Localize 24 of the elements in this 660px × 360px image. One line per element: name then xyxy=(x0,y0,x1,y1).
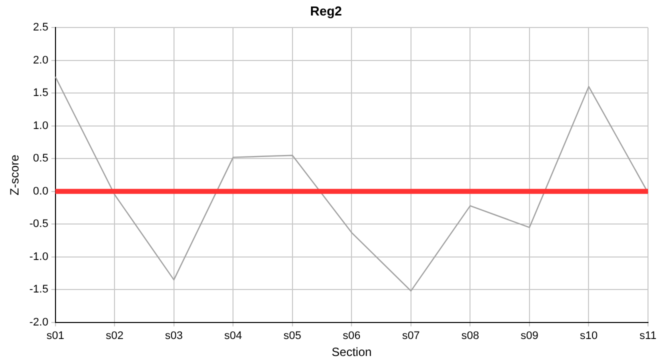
y-tick-label: 1.5 xyxy=(33,87,48,100)
y-tick-label: -2.0 xyxy=(29,316,48,328)
y-axis-title: Z-score xyxy=(8,154,22,196)
y-tick-label: -0.5 xyxy=(29,218,48,230)
x-tick-label: s04 xyxy=(224,330,242,342)
x-tick-label: s03 xyxy=(165,330,183,342)
x-tick-label: s11 xyxy=(640,330,656,342)
x-tick-label: s02 xyxy=(106,330,124,342)
chart-title: Reg2 xyxy=(310,3,342,18)
x-tick-label: s06 xyxy=(342,330,361,342)
x-axis-title: Section xyxy=(332,345,372,360)
x-tick-label: s09 xyxy=(520,330,538,342)
y-tick-label: 0.5 xyxy=(33,152,48,165)
x-tick-label: s10 xyxy=(580,330,598,342)
y-tick-label: 2.5 xyxy=(33,22,48,34)
y-tick-label: 0.0 xyxy=(33,185,48,198)
x-tick-label: s07 xyxy=(402,330,420,342)
x-tick-label: s01 xyxy=(46,330,64,342)
y-tick-label: 2.0 xyxy=(33,54,48,66)
y-tick-label: -1.5 xyxy=(29,284,48,296)
x-tick-label: s08 xyxy=(461,330,480,342)
x-tick-label: s05 xyxy=(284,330,302,342)
y-tick-label: 1.0 xyxy=(33,120,48,132)
y-tick-label: -1.0 xyxy=(29,250,48,263)
